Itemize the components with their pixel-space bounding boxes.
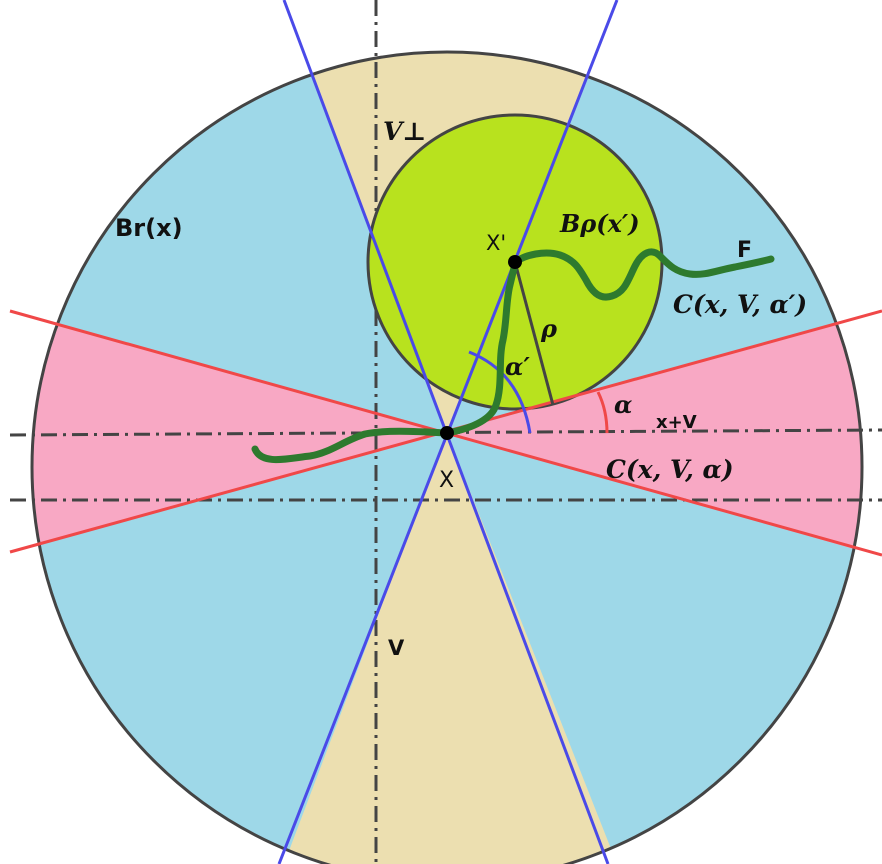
label-point-x: X bbox=[439, 468, 454, 493]
label-point-x-prime: X' bbox=[486, 231, 506, 255]
label-alpha: α bbox=[614, 390, 632, 419]
point-x bbox=[440, 426, 454, 440]
label-v-perp: V⊥ bbox=[383, 117, 426, 146]
horizontal-cone-fill-right bbox=[447, 311, 862, 557]
alpha-prime-arc bbox=[468, 350, 532, 434]
label-v: V bbox=[388, 636, 405, 660]
alpha-arc bbox=[596, 391, 609, 434]
label-x-plus-v: x+V bbox=[656, 412, 697, 433]
label-alpha-prime: α′ bbox=[505, 352, 530, 381]
point-x-prime bbox=[508, 255, 522, 269]
label-cone-alpha-prime: C(x, V, α′) bbox=[673, 290, 807, 319]
curve-f bbox=[251, 248, 775, 464]
label-f: F bbox=[737, 238, 752, 263]
label-cone-alpha: C(x, V, α) bbox=[606, 455, 734, 484]
label-rho: ρ bbox=[540, 314, 558, 343]
label-ball-r: Br(x) bbox=[115, 214, 183, 242]
label-ball-rho: Bρ(x′) bbox=[559, 209, 640, 238]
vertical-cone-fill-lower bbox=[284, 433, 617, 864]
horizontal-cone-fill-left bbox=[32, 311, 447, 552]
big-ball-outline bbox=[30, 50, 864, 864]
rho-radius bbox=[513, 261, 555, 406]
